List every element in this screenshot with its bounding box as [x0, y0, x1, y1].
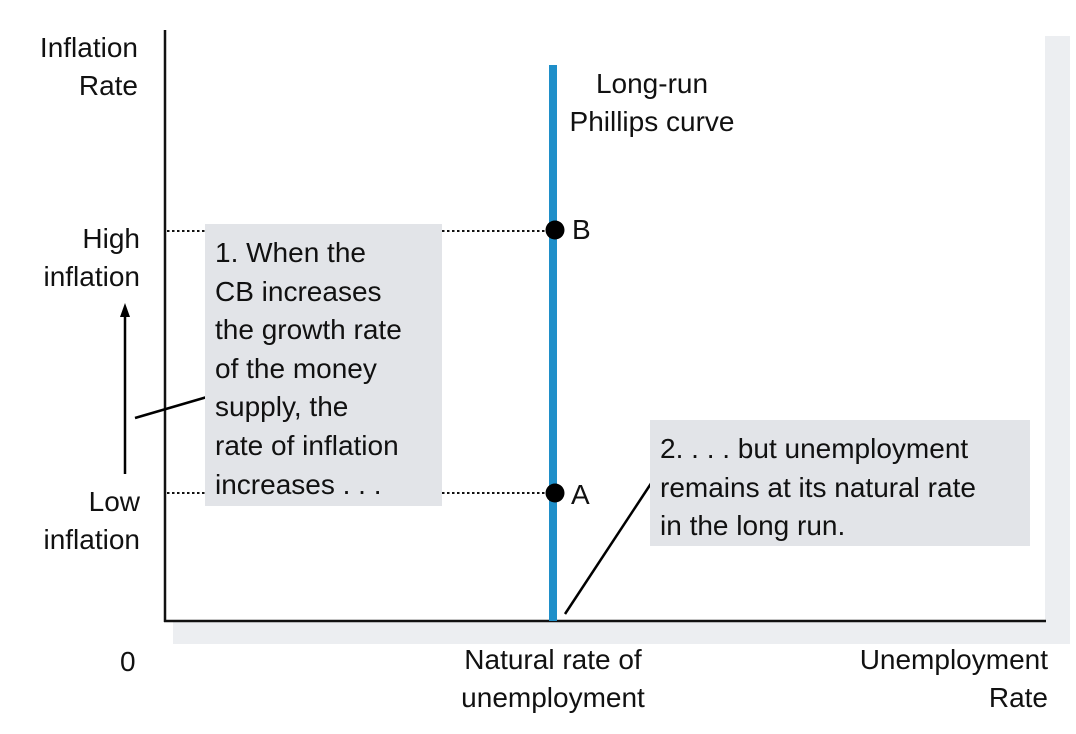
x-axis-label: Unemployment Rate	[859, 644, 1048, 713]
natural-rate-label: Natural rate of unemployment	[461, 644, 645, 713]
point-b-label: B	[572, 214, 591, 245]
point-a-label: A	[571, 479, 590, 510]
annotation-box-right: 2. . . . but unemployment remains at its…	[650, 420, 1030, 546]
left-leader-line	[134, 395, 208, 420]
low-inflation-label: Low inflation	[43, 486, 140, 555]
y-axis-label: Inflation Rate	[39, 32, 138, 101]
point-b-marker	[545, 220, 565, 240]
point-a-marker	[545, 483, 565, 503]
origin-label: 0	[120, 646, 136, 677]
up-arrow-icon	[120, 303, 130, 317]
annotation-box-left: 1. When the CB increases the growth rate…	[205, 224, 442, 506]
curve-label: Long-run Phillips curve	[569, 68, 735, 137]
right-leader-line	[563, 481, 654, 615]
high-inflation-label: High inflation	[43, 223, 140, 292]
